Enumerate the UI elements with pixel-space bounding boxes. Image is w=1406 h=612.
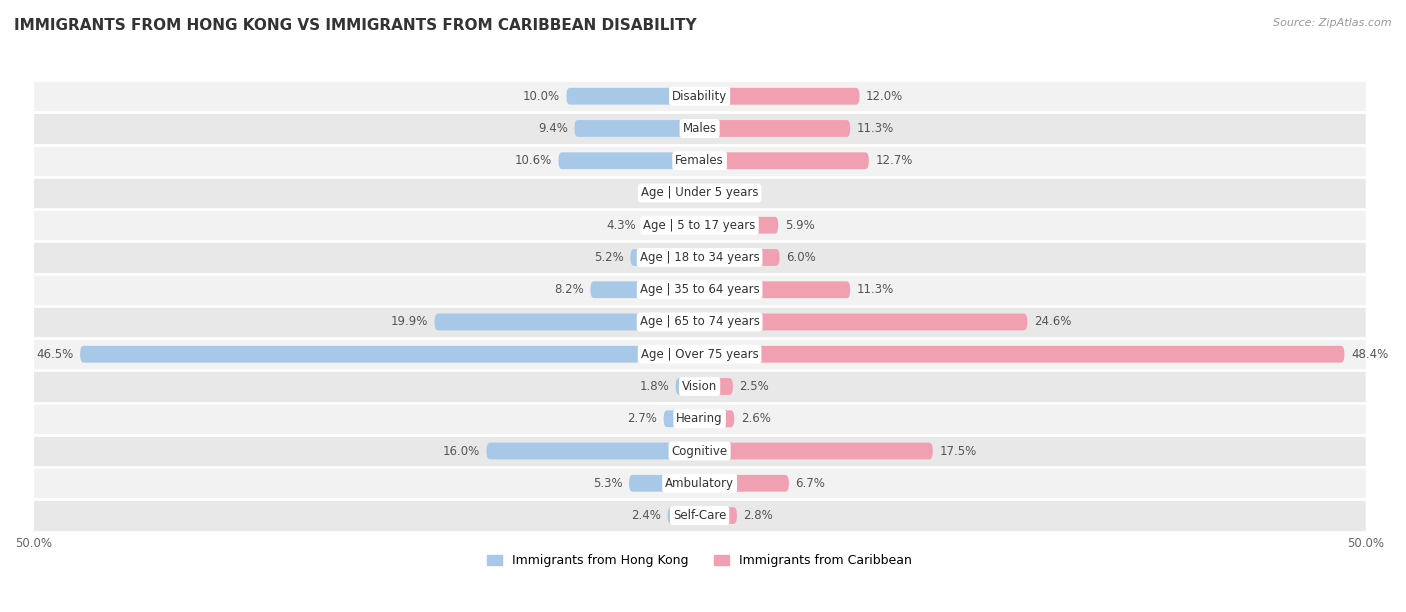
Text: Vision: Vision xyxy=(682,380,717,393)
FancyBboxPatch shape xyxy=(34,467,1365,499)
FancyBboxPatch shape xyxy=(486,442,700,460)
Text: 16.0%: 16.0% xyxy=(443,444,479,458)
FancyBboxPatch shape xyxy=(34,370,1365,403)
Text: 2.4%: 2.4% xyxy=(631,509,661,522)
FancyBboxPatch shape xyxy=(34,338,1365,370)
Text: 2.6%: 2.6% xyxy=(741,412,770,425)
Text: 8.2%: 8.2% xyxy=(554,283,583,296)
Text: Cognitive: Cognitive xyxy=(672,444,728,458)
Text: 11.3%: 11.3% xyxy=(856,283,894,296)
Text: 5.2%: 5.2% xyxy=(593,251,624,264)
FancyBboxPatch shape xyxy=(643,217,700,234)
Text: 1.8%: 1.8% xyxy=(640,380,669,393)
Text: 10.0%: 10.0% xyxy=(523,90,560,103)
FancyBboxPatch shape xyxy=(700,442,932,460)
FancyBboxPatch shape xyxy=(700,88,859,105)
Text: Females: Females xyxy=(675,154,724,167)
FancyBboxPatch shape xyxy=(700,507,737,524)
Text: Age | 65 to 74 years: Age | 65 to 74 years xyxy=(640,316,759,329)
Text: 12.0%: 12.0% xyxy=(866,90,904,103)
FancyBboxPatch shape xyxy=(34,403,1365,435)
Text: 5.9%: 5.9% xyxy=(785,218,814,232)
FancyBboxPatch shape xyxy=(34,80,1365,113)
FancyBboxPatch shape xyxy=(34,241,1365,274)
Text: 2.5%: 2.5% xyxy=(740,380,769,393)
FancyBboxPatch shape xyxy=(700,185,716,201)
FancyBboxPatch shape xyxy=(664,411,700,427)
FancyBboxPatch shape xyxy=(80,346,700,363)
Text: Males: Males xyxy=(682,122,717,135)
Text: 1.2%: 1.2% xyxy=(723,187,752,200)
FancyBboxPatch shape xyxy=(567,88,700,105)
Text: Age | 35 to 64 years: Age | 35 to 64 years xyxy=(640,283,759,296)
Text: 46.5%: 46.5% xyxy=(37,348,73,360)
FancyBboxPatch shape xyxy=(668,507,700,524)
Text: 17.5%: 17.5% xyxy=(939,444,977,458)
Text: Source: ZipAtlas.com: Source: ZipAtlas.com xyxy=(1274,18,1392,28)
Text: Self-Care: Self-Care xyxy=(673,509,727,522)
Text: Age | Over 75 years: Age | Over 75 years xyxy=(641,348,758,360)
Text: 9.4%: 9.4% xyxy=(538,122,568,135)
Text: 4.3%: 4.3% xyxy=(606,218,636,232)
Text: 5.3%: 5.3% xyxy=(593,477,623,490)
Text: Age | 5 to 17 years: Age | 5 to 17 years xyxy=(644,218,756,232)
Text: Age | Under 5 years: Age | Under 5 years xyxy=(641,187,758,200)
Text: 10.6%: 10.6% xyxy=(515,154,551,167)
FancyBboxPatch shape xyxy=(700,249,779,266)
Text: 6.7%: 6.7% xyxy=(796,477,825,490)
FancyBboxPatch shape xyxy=(34,274,1365,306)
FancyBboxPatch shape xyxy=(700,346,1344,363)
FancyBboxPatch shape xyxy=(34,177,1365,209)
FancyBboxPatch shape xyxy=(34,306,1365,338)
FancyBboxPatch shape xyxy=(34,209,1365,241)
Text: 12.7%: 12.7% xyxy=(876,154,912,167)
FancyBboxPatch shape xyxy=(700,378,733,395)
FancyBboxPatch shape xyxy=(628,475,700,491)
Legend: Immigrants from Hong Kong, Immigrants from Caribbean: Immigrants from Hong Kong, Immigrants fr… xyxy=(482,549,917,572)
Text: IMMIGRANTS FROM HONG KONG VS IMMIGRANTS FROM CARIBBEAN DISABILITY: IMMIGRANTS FROM HONG KONG VS IMMIGRANTS … xyxy=(14,18,697,34)
FancyBboxPatch shape xyxy=(700,411,734,427)
FancyBboxPatch shape xyxy=(34,435,1365,467)
Text: 19.9%: 19.9% xyxy=(391,316,427,329)
Text: Age | 18 to 34 years: Age | 18 to 34 years xyxy=(640,251,759,264)
Text: Disability: Disability xyxy=(672,90,727,103)
FancyBboxPatch shape xyxy=(34,144,1365,177)
Text: 2.8%: 2.8% xyxy=(744,509,773,522)
FancyBboxPatch shape xyxy=(700,313,1028,330)
FancyBboxPatch shape xyxy=(575,120,700,137)
FancyBboxPatch shape xyxy=(700,282,851,298)
Text: Hearing: Hearing xyxy=(676,412,723,425)
Text: 6.0%: 6.0% xyxy=(786,251,815,264)
FancyBboxPatch shape xyxy=(591,282,700,298)
Text: 24.6%: 24.6% xyxy=(1033,316,1071,329)
FancyBboxPatch shape xyxy=(434,313,700,330)
FancyBboxPatch shape xyxy=(676,378,700,395)
FancyBboxPatch shape xyxy=(558,152,700,169)
FancyBboxPatch shape xyxy=(688,185,700,201)
FancyBboxPatch shape xyxy=(34,499,1365,532)
Text: 2.7%: 2.7% xyxy=(627,412,657,425)
FancyBboxPatch shape xyxy=(700,475,789,491)
Text: 11.3%: 11.3% xyxy=(856,122,894,135)
FancyBboxPatch shape xyxy=(700,152,869,169)
Text: Ambulatory: Ambulatory xyxy=(665,477,734,490)
FancyBboxPatch shape xyxy=(34,113,1365,144)
Text: 48.4%: 48.4% xyxy=(1351,348,1388,360)
Text: 0.95%: 0.95% xyxy=(643,187,681,200)
FancyBboxPatch shape xyxy=(700,120,851,137)
FancyBboxPatch shape xyxy=(700,217,778,234)
FancyBboxPatch shape xyxy=(630,249,700,266)
